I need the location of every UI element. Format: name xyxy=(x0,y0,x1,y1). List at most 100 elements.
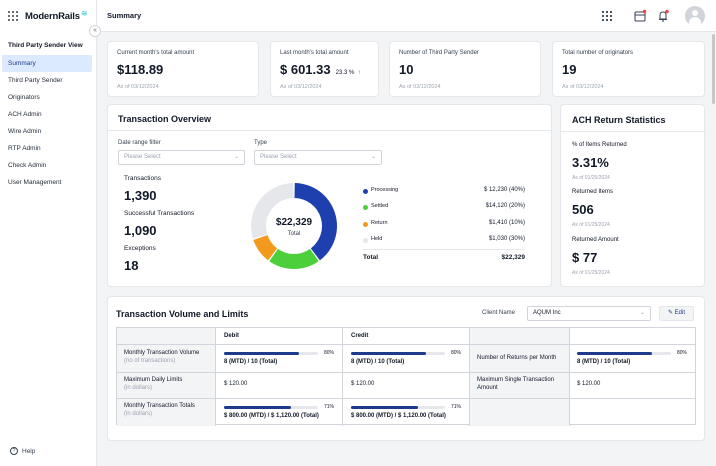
notification-bell-icon[interactable] xyxy=(656,9,670,23)
progress-fill xyxy=(224,406,291,409)
row-divider xyxy=(117,344,695,345)
debit-volume-value: 8 (MTD) / 10 (Total) xyxy=(224,359,278,365)
row-label-volume: Monthly Transaction Volume (no of transa… xyxy=(124,349,199,365)
credit-volume-value: 8 (MTD) / 10 (Total) xyxy=(351,359,405,365)
sidebar-item-third-party-sender[interactable]: Third Party Sender xyxy=(8,77,63,84)
sidebar-item-originators[interactable]: Originators xyxy=(8,94,40,101)
legend-value: $1,410 (10%) xyxy=(488,220,525,226)
metric-label-transactions: Transactions xyxy=(124,175,161,182)
chevron-down-icon: ⌄ xyxy=(233,154,239,160)
legend-settled: Settled $14,120 (20%) xyxy=(363,202,525,216)
sidebar-item-wire-admin[interactable]: Wire Admin xyxy=(8,128,42,135)
app-grid-icon[interactable] xyxy=(8,11,18,21)
stat-date: As of 03/12/2024 xyxy=(117,84,159,90)
stat-value: 10 xyxy=(399,62,414,77)
stat-card-current-month: Current month's total amount $118.89 As … xyxy=(107,41,259,97)
progress-fill xyxy=(577,352,653,355)
edit-button[interactable]: ✎ Edit xyxy=(659,306,694,321)
page-title: Summary xyxy=(107,11,142,20)
legend-total-label: Total xyxy=(363,254,379,261)
collapse-sidebar-button[interactable]: « xyxy=(89,25,101,37)
donut-slice-held[interactable] xyxy=(251,183,294,239)
sidebar-item-ach-admin[interactable]: ACH Admin xyxy=(8,111,42,118)
transaction-donut-chart: $22,329 Total xyxy=(251,183,337,269)
legend-value: $14,120 (20%) xyxy=(485,203,525,209)
debit-daily-limit: $ 120.00 xyxy=(224,381,248,387)
ach-value: 3.31% xyxy=(572,155,609,170)
sidebar-nav: Summary Third Party Sender Originators A… xyxy=(2,55,92,191)
sidebar-item-summary[interactable]: Summary xyxy=(2,55,92,72)
legend-value: $ 12,230 (40%) xyxy=(483,187,525,193)
progress-fill xyxy=(351,352,427,355)
logo-mark-icon: ≋ xyxy=(80,8,88,18)
stat-label: Last month's total amount xyxy=(280,50,349,56)
user-avatar[interactable] xyxy=(685,6,705,26)
credit-totals-bar xyxy=(351,406,445,409)
stat-value: $ 601.33 xyxy=(280,62,331,77)
client-name-select[interactable]: AQUM Inc ⌄ xyxy=(527,306,651,321)
ach-label: Returned Items xyxy=(572,189,614,195)
debit-column xyxy=(216,328,343,426)
volume-limits-table: Debit Credit Monthly Transaction Volume … xyxy=(116,327,696,426)
type-placeholder: Please Select xyxy=(260,154,297,160)
credit-volume-bar xyxy=(351,352,445,355)
returns-pct: 80% xyxy=(677,350,688,356)
sidebar: ModernRails ≋ Third Party Sender View Su… xyxy=(0,0,97,466)
legend-name: Settled xyxy=(371,203,389,209)
row-label-sub: (in dollars) xyxy=(124,411,153,417)
divider xyxy=(561,131,706,132)
legend-divider xyxy=(363,249,525,250)
stat-label: Current month's total amount xyxy=(117,50,195,56)
type-select[interactable]: Please Select ⌄ xyxy=(254,150,382,165)
ach-date: As of 01/25/2024 xyxy=(572,222,610,228)
ach-title: ACH Return Statistics xyxy=(572,115,666,125)
date-filter-label: Date range filter xyxy=(118,140,161,146)
help-label: Help xyxy=(22,447,36,455)
legend-name: Return xyxy=(371,220,388,226)
logo-row: ModernRails ≋ xyxy=(0,0,97,32)
scrollbar-thumb[interactable] xyxy=(712,34,715,104)
apps-grid-icon[interactable] xyxy=(600,9,614,23)
credit-volume-pct: 80% xyxy=(451,350,462,356)
progress-fill xyxy=(224,352,300,355)
sidebar-heading: Third Party Sender View xyxy=(8,42,83,49)
row-label-sub: (in dollars) xyxy=(124,385,153,391)
date-range-placeholder: Please Select xyxy=(124,154,161,160)
sidebar-item-check-admin[interactable]: Check Admin xyxy=(8,162,47,169)
donut-slice-processing[interactable] xyxy=(294,183,337,261)
stat-value-row: $ 601.33 23.3 % ↑ xyxy=(280,62,361,77)
legend-total: Total $22,329 xyxy=(363,253,525,267)
donut-slice-settled[interactable] xyxy=(269,248,319,269)
legend-name: Held xyxy=(371,236,383,242)
row-label-monthly-totals: Monthly Transaction Totals (in dollars) xyxy=(124,402,195,418)
donut-total-label: Total xyxy=(288,231,301,237)
ach-value: $ 77 xyxy=(572,250,598,265)
edit-icon: ✎ xyxy=(667,310,673,316)
stat-value: $118.89 xyxy=(117,62,164,77)
row-divider xyxy=(117,398,695,399)
credit-totals-value: $ 800.00 (MTD) / $ 1,120.00 (Total) xyxy=(351,413,446,419)
row-divider xyxy=(117,372,695,373)
date-range-select[interactable]: Please Select ⌄ xyxy=(118,150,245,165)
credit-header: Credit xyxy=(351,333,369,339)
credit-column xyxy=(343,328,470,426)
ach-date: As of 01/25/2024 xyxy=(572,175,610,181)
debit-volume-pct: 80% xyxy=(324,350,335,356)
row-label-text: Monthly Transaction Volume xyxy=(124,350,200,356)
single-transaction-value: $ 120.00 xyxy=(577,381,601,387)
donut-slice-return[interactable] xyxy=(253,235,278,261)
calendar-alert-icon[interactable] xyxy=(633,9,647,23)
legend-dot xyxy=(363,205,368,210)
legend-dot xyxy=(363,238,368,243)
stat-card-last-month: Last month's total amount $ 601.33 23.3 %… xyxy=(270,41,379,97)
logo[interactable]: ModernRails xyxy=(25,10,80,22)
sidebar-item-user-management[interactable]: User Management xyxy=(8,179,62,186)
credit-daily-limit: $ 120.00 xyxy=(351,381,375,387)
donut-total-value: $22,329 xyxy=(276,217,313,228)
legend-value: $1,030 (30%) xyxy=(488,236,525,242)
help-link[interactable]: ? Help xyxy=(10,447,35,455)
sidebar-item-rtp-admin[interactable]: RTP Admin xyxy=(8,145,41,152)
debit-header: Debit xyxy=(224,333,239,339)
scrollbar-track[interactable] xyxy=(711,32,716,466)
ach-label: Returned Amount xyxy=(572,237,619,243)
